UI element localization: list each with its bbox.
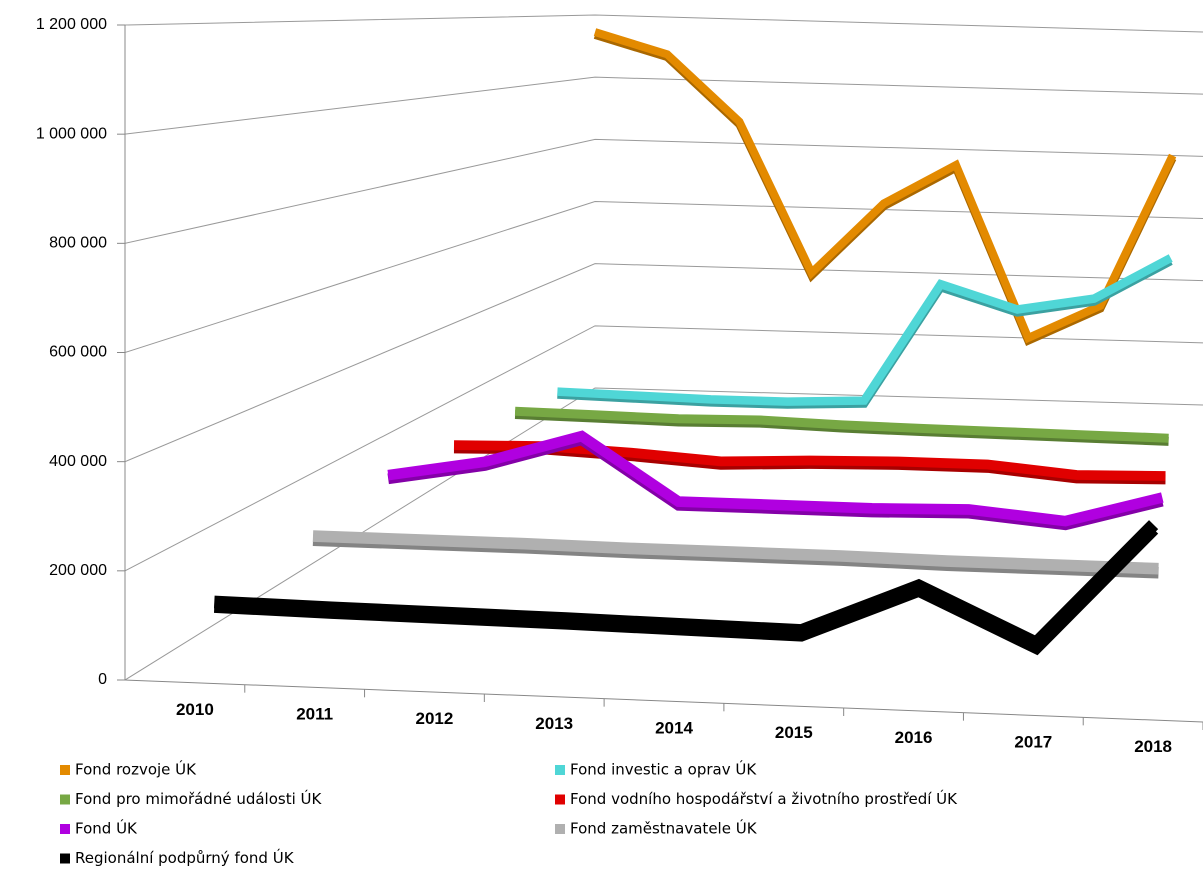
y-tick-label: 200 000 (49, 562, 107, 579)
x-tick-label: 2011 (296, 704, 333, 723)
y-tick-label: 600 000 (49, 344, 107, 361)
legend-swatch (60, 765, 70, 775)
y-tick-label: 800 000 (49, 235, 107, 252)
x-axis (124, 679, 1203, 723)
y-tick-label: 1 200 000 (36, 16, 107, 33)
series-line (593, 28, 1177, 344)
x-tick-label: 2018 (1134, 737, 1172, 756)
x-tick-label: 2010 (176, 700, 214, 719)
legend-swatch (60, 853, 70, 864)
legend-swatch (60, 794, 70, 805)
grid-line (124, 200, 1203, 353)
legend-swatch (555, 794, 565, 805)
series-line (312, 530, 1159, 575)
x-tick-label: 2015 (775, 723, 813, 742)
grid-line (124, 138, 1203, 244)
series-ribbon-side (557, 257, 1173, 409)
grid-line (124, 387, 1203, 681)
legend-label: Fond investic a oprav ÚK (570, 760, 757, 779)
series-line (213, 520, 1159, 651)
series-line (514, 406, 1169, 443)
legend-label: Fond pro mimořádné události ÚK (75, 789, 322, 808)
legend-label: Fond vodního hospodářství a životního pr… (570, 789, 958, 808)
legend-swatch (555, 765, 565, 775)
x-tick-label: 2013 (535, 714, 573, 733)
y-tick-label: 1 000 000 (36, 125, 107, 142)
grid-line (124, 76, 1203, 135)
x-tick-label: 2016 (895, 728, 933, 747)
series-ribbon-side (593, 31, 1177, 347)
y-tick-label: 0 (98, 671, 107, 688)
x-tick-label: 2014 (655, 718, 693, 737)
legend-label: Regionální podpůrný fond ÚK (75, 848, 295, 867)
grid-line (124, 325, 1203, 572)
x-tick-label: 2017 (1014, 732, 1052, 751)
legend-label: Fond zaměstnavatele ÚK (570, 819, 758, 838)
series-line (387, 430, 1164, 527)
x-tick-label: 2012 (416, 709, 454, 728)
legend-swatch (60, 824, 70, 834)
legend-label: Fond ÚK (75, 819, 138, 838)
legend-label: Fond rozvoje ÚK (75, 760, 197, 779)
series-line (453, 440, 1166, 481)
grid-line (124, 14, 1203, 33)
series-line (557, 254, 1173, 406)
legend-swatch (555, 824, 565, 834)
y-tick-label: 400 000 (49, 453, 107, 470)
